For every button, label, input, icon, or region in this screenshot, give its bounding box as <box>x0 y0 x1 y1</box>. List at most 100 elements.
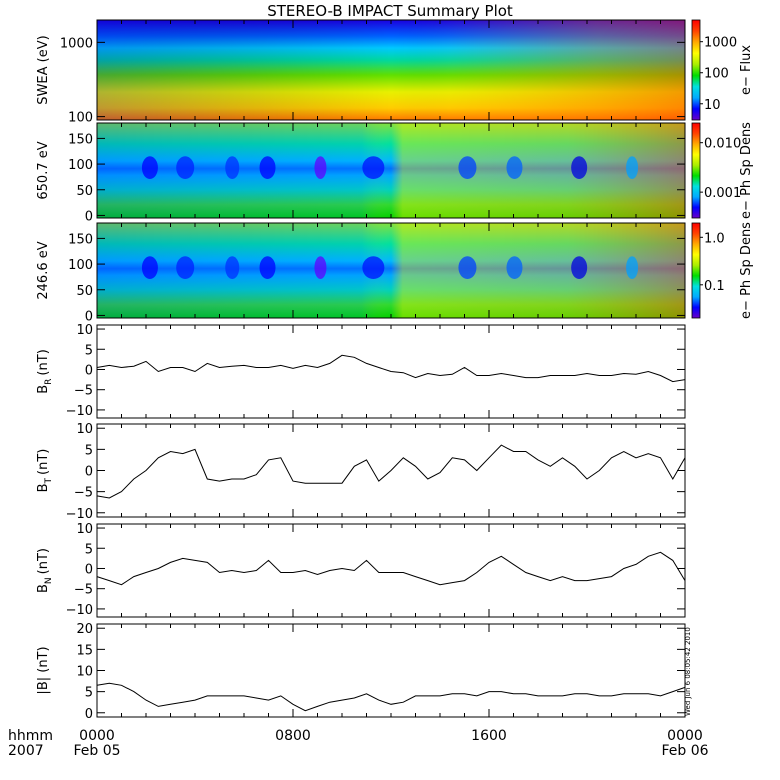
br-ytick-label: 10 <box>76 323 93 338</box>
bmag-panel: 0 5 10 15 20 |B| (nT) <box>36 622 686 722</box>
bt-ylabel-sub: T <box>44 477 54 484</box>
pad650-dropout-region <box>506 156 523 180</box>
pad246-dropout-region <box>176 256 195 280</box>
bmag-ytick-label: 10 <box>76 665 93 680</box>
pad246-ytick-label: 100 <box>68 258 93 273</box>
hhmm-label: hhmm <box>8 728 53 744</box>
swea-colorbar-tick-label: 1000 <box>704 36 737 51</box>
swea-time-modulation <box>97 20 685 120</box>
year-label: 2007 <box>8 743 44 759</box>
bmag-ytick-label: 0 <box>85 707 93 722</box>
bt-ylabel-unit: (nT) <box>36 449 51 475</box>
time-tick-2: 1600 <box>471 728 507 744</box>
pad650-dropout-region <box>314 156 327 180</box>
pad246-dropout-region <box>362 256 385 280</box>
pad650-dropout-region <box>225 156 240 180</box>
br-ytick-label: −5 <box>74 384 93 399</box>
bt-ytick-label: 5 <box>85 443 93 458</box>
pad650-ytick-label: 100 <box>68 158 93 173</box>
bn-ytick-label: 10 <box>76 522 93 537</box>
pad246-dropout-region <box>571 256 588 280</box>
bt-ylabel: BT(nT) <box>36 449 54 493</box>
pad650-ylabel: 650.7 eV <box>36 141 51 199</box>
bn-ytick-label: 0 <box>85 562 93 577</box>
time-tick-0: 0000 <box>79 728 115 744</box>
pad246-dropout-region <box>314 256 327 280</box>
pad650-dropout-region <box>458 156 477 180</box>
bn-series-line <box>96 551 686 586</box>
bmag-frame <box>96 623 686 718</box>
swea-colorbar-tick-label: 10 <box>704 98 721 113</box>
pad246-ylabel: 246.6 eV <box>36 241 51 299</box>
date-end: Feb 06 <box>661 743 708 759</box>
pad650-colorbar-tick-label: 0.001 <box>704 186 741 201</box>
pad650-dropout-region <box>259 156 276 180</box>
bn-ytick-label: −5 <box>74 583 93 598</box>
br-ylabel-sub: R <box>44 379 54 385</box>
pad650-ytick-label: 50 <box>76 184 93 199</box>
pad246-colorbar-label: e− Ph Sp Dens <box>739 222 754 319</box>
bt-ytick-label: 0 <box>85 465 93 480</box>
pad246-dropout-region <box>141 256 158 280</box>
time-tick-3: 0000 <box>667 728 703 744</box>
pad246-dropout-region <box>259 256 276 280</box>
br-ylabel-unit: (nT) <box>36 349 51 375</box>
time-axis-footer: hhmm 2007 0000 0800 1600 0000 Feb 05 Feb… <box>8 728 709 759</box>
pad650-ytick-label: 150 <box>68 132 93 147</box>
pad650-dropout-region <box>571 156 588 180</box>
bmag-ytick-label: 20 <box>76 622 93 637</box>
pad650-dropout-region <box>141 156 158 180</box>
bt-ytick-label: 10 <box>76 422 93 437</box>
bt-ytick-label: −5 <box>74 486 93 501</box>
bt-series-line <box>96 444 686 499</box>
br-ytick-label: 0 <box>85 363 93 378</box>
plot-title: STEREO-B IMPACT Summary Plot <box>267 2 513 20</box>
pad650-dropout-region <box>626 156 639 180</box>
br-series-line <box>96 354 686 383</box>
swea-colorbar-tick-label: 100 <box>704 67 729 82</box>
pad246-dropout-region <box>458 256 477 280</box>
swea-ytick-label: 1000 <box>60 36 93 51</box>
pad650-time-modulation <box>97 123 685 218</box>
bmag-ytick-label: 15 <box>76 643 93 658</box>
pad246-colorbar-tick-label: 0.1 <box>704 279 725 294</box>
pad650-dropout-region <box>362 156 385 180</box>
pad650-colorbar-label: e− Ph Sp Dens <box>739 122 754 219</box>
swea-colorbar-label: e− Flux <box>739 45 754 95</box>
time-tick-1: 0800 <box>275 728 311 744</box>
pad650-colorbar-tick-label: 0.010 <box>704 137 741 152</box>
pad246-panel: 0 50 100 150 246.6 eV 0.1 1.0 e− Ph Sp Dens <box>36 222 754 325</box>
pad246-dropout-region <box>506 256 523 280</box>
bmag-ytick-label: 5 <box>85 686 93 701</box>
br-ylabel: BR(nT) <box>36 349 54 394</box>
pad650-dropout-region <box>176 156 195 180</box>
pad246-colorbar-tick-label: 1.0 <box>704 231 725 246</box>
pad246-dropout-region <box>225 256 240 280</box>
date-start: Feb 05 <box>73 743 120 759</box>
pad246-ytick-label: 50 <box>76 284 93 299</box>
pad246-time-modulation <box>97 223 685 318</box>
bmag-ylabel: |B| (nT) <box>36 646 51 694</box>
bmag-series-line <box>96 682 686 712</box>
swea-colorbar <box>691 19 701 121</box>
swea-ytick-label: 100 <box>68 111 93 126</box>
bn-ylabel-unit: (nT) <box>36 548 51 574</box>
pad650-colorbar <box>691 122 701 219</box>
bn-ytick-label: −10 <box>66 603 93 618</box>
br-ytick-label: −10 <box>66 404 93 419</box>
timestamp-stamp: Wed Jun 6 08:05:42 2010 <box>684 627 692 716</box>
pad246-ytick-label: 0 <box>85 309 93 324</box>
br-ytick-label: 5 <box>85 343 93 358</box>
bt-ytick-label: −10 <box>66 507 93 522</box>
swea-ylabel: SWEA (eV) <box>36 35 51 104</box>
bn-ytick-label: 5 <box>85 542 93 557</box>
pad246-ytick-label: 150 <box>68 232 93 247</box>
pad650-ytick-label: 0 <box>85 209 93 224</box>
